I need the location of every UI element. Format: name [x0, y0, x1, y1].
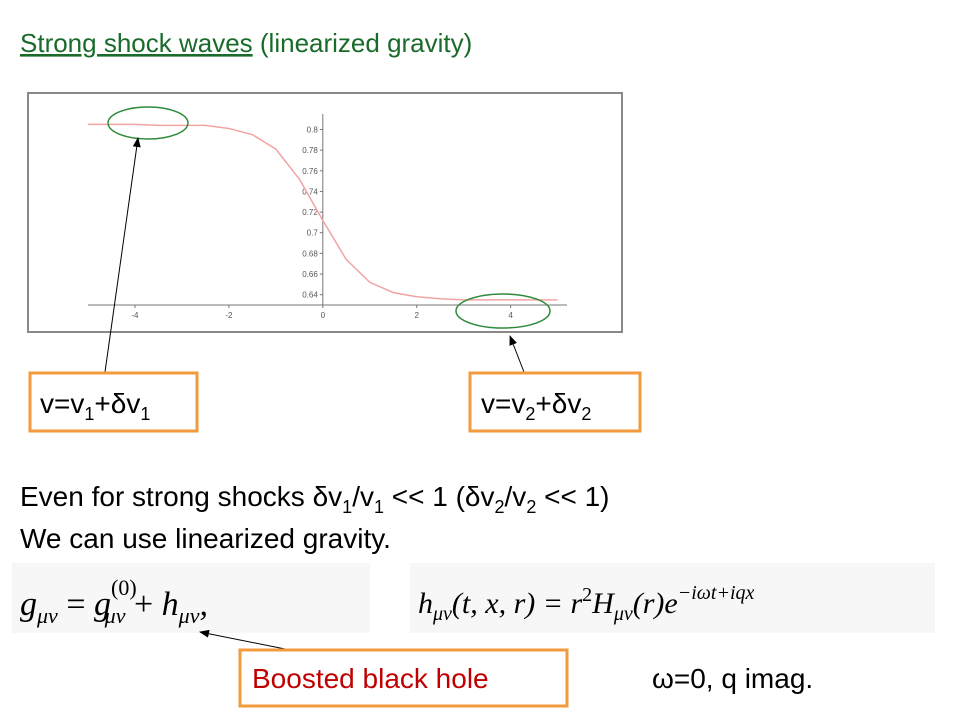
x-tick-label: 0 — [321, 311, 326, 320]
highlight-right — [455, 293, 551, 329]
text-part: /v — [505, 481, 527, 512]
title-rest: (linearized gravity) — [253, 28, 473, 58]
body-line: Even for strong shocks δv1/v1 << 1 (δv2/… — [20, 481, 610, 517]
arrow — [509, 335, 525, 373]
slide-title: Strong shock waves (linearized gravity) — [20, 28, 472, 58]
eq-sup: −iωt+iqx — [678, 582, 755, 604]
eq-part: H — [591, 587, 616, 620]
y-tick-label: 0.74 — [302, 187, 318, 196]
y-tick-label: 0.68 — [302, 249, 318, 258]
eq-sub: μν — [36, 603, 58, 628]
text-part: << 1) — [536, 481, 609, 512]
x-tick-label: -2 — [225, 311, 233, 320]
equation: gμν = g(0) μν + hμν, — [20, 575, 208, 628]
eq-sup: 2 — [582, 584, 592, 606]
eq-sub: μν — [178, 603, 200, 628]
y-tick-label: 0.66 — [302, 270, 318, 279]
eq-part: h — [418, 587, 433, 620]
text-part: /v — [352, 481, 374, 512]
text-part: v=v — [481, 388, 525, 419]
eq-part: (r)e — [633, 587, 678, 620]
eq-part: + — [125, 586, 161, 623]
eq-sub: μν — [104, 603, 126, 628]
subscript: 1 — [140, 404, 150, 424]
note: ω=0, q imag. — [652, 663, 813, 694]
eq-sub: μν — [613, 603, 633, 625]
subscript: 2 — [581, 404, 591, 424]
boosted-label: Boosted black hole — [252, 663, 489, 694]
text-part: v=v — [40, 388, 84, 419]
y-tick-label: 0.76 — [302, 167, 318, 176]
subscript: 2 — [495, 497, 505, 517]
label-left: v=v1+δv1 — [40, 388, 150, 424]
eq-part: (t, x, r) = r — [452, 587, 583, 620]
y-tick-label: 0.64 — [302, 291, 318, 300]
subscript: 1 — [84, 404, 94, 424]
label-box — [238, 648, 569, 708]
arrow — [104, 137, 141, 373]
subscript: 1 — [374, 497, 384, 517]
line — [88, 123, 558, 301]
eq-sub: μν — [432, 603, 452, 625]
y-tick-label: 0.7 — [307, 229, 319, 238]
text-part: Even for strong shocks δv — [20, 481, 342, 512]
text-part: +δv — [535, 388, 581, 419]
eq-part: , — [199, 586, 208, 623]
highlight-left — [107, 106, 189, 140]
label-box — [28, 371, 199, 433]
eq-part: g — [94, 586, 111, 623]
plot: 0.64 0.66 0.68 0.7 0.72 0.74 0.76 0.78 0.8 -4 -2 0 2… — [88, 114, 567, 320]
x-tick-label: 2 — [414, 311, 419, 320]
eq-sup: (0) — [111, 575, 137, 600]
text-part: +δv — [94, 388, 140, 419]
eq-part: h — [162, 586, 179, 623]
plot-frame — [27, 92, 623, 333]
subscript: 2 — [525, 404, 535, 424]
label-box — [468, 371, 642, 433]
y-tick-label: 0.72 — [302, 208, 318, 217]
label-right: v=v2+δv2 — [481, 388, 591, 424]
equation-box — [12, 563, 370, 633]
y-tick-label: 0.78 — [302, 146, 318, 155]
text-part: << 1 (δv — [384, 481, 495, 512]
title-main: Strong shock waves — [20, 28, 253, 58]
x-tick-label: -4 — [131, 311, 139, 320]
body-line: We can use linearized gravity. — [20, 523, 391, 554]
equation: hμν(t, x, r) = r2Hμν(r)e−iωt+iqx — [418, 582, 755, 625]
x-tick-label: 4 — [508, 311, 513, 320]
arrow — [199, 629, 291, 651]
eq-part: = — [58, 586, 94, 623]
subscript: 2 — [526, 497, 536, 517]
subscript: 1 — [342, 497, 352, 517]
y-tick-label: 0.8 — [307, 125, 319, 134]
equation-box — [410, 563, 935, 633]
eq-part: g — [20, 586, 37, 623]
